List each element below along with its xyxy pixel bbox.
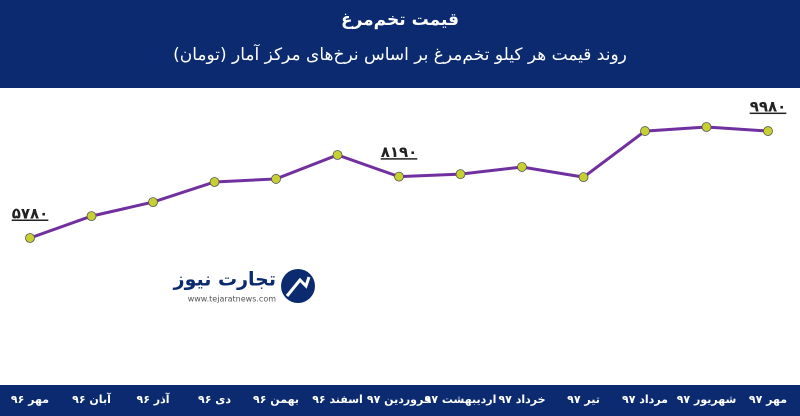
x-tick-label: مهر ۹۶ <box>11 393 49 406</box>
logo-icon <box>281 269 315 303</box>
point <box>763 126 773 136</box>
point <box>455 169 466 179</box>
header-band <box>0 0 800 88</box>
x-tick-label: مرداد ۹۷ <box>622 393 668 406</box>
logo-url: www.tejaratnews.com <box>188 295 276 304</box>
point <box>148 197 158 208</box>
x-tick-label: خرداد ۹۷ <box>498 393 545 406</box>
data-label: ۵۷۸۰ <box>12 205 49 223</box>
chart-title: قیمت تخم‌مرغ <box>341 10 459 30</box>
logo: تجارت نیوز www.tejaratnews.com <box>173 269 315 304</box>
data-label: ۹۹۸۰ <box>750 98 787 116</box>
x-tick-label: آبان ۹۶ <box>72 392 111 406</box>
x-tick-label: اردیبهشت ۹۷ <box>425 393 497 406</box>
x-tick-label: دی ۹۶ <box>198 393 231 406</box>
point <box>25 233 35 243</box>
point <box>394 171 404 182</box>
point <box>701 122 712 132</box>
x-tick-label: شهریور ۹۷ <box>677 393 737 406</box>
data-label: ۸۱۹۰ <box>381 143 418 161</box>
point <box>640 126 650 136</box>
x-tick-label: فروردین ۹۷ <box>367 393 431 406</box>
x-tick-label: اسفند ۹۶ <box>312 393 363 406</box>
point <box>332 150 343 160</box>
point <box>517 162 527 172</box>
logo-name: تجارت نیوز <box>173 269 276 291</box>
footer-band <box>0 385 800 416</box>
x-tick-label: بهمن ۹۶ <box>253 393 299 406</box>
x-tick-label: مهر ۹۷ <box>749 393 787 406</box>
point <box>578 172 589 183</box>
point <box>86 211 97 222</box>
x-tick-label: آذر ۹۶ <box>136 392 169 406</box>
x-tick-label: تیر ۹۷ <box>567 393 600 406</box>
logo-arrow <box>285 276 311 297</box>
point <box>271 174 281 184</box>
chart-subtitle: روند قیمت هر کیلو تخم‌مرغ بر اساس نرخ‌ها… <box>173 43 627 65</box>
point <box>209 177 220 187</box>
